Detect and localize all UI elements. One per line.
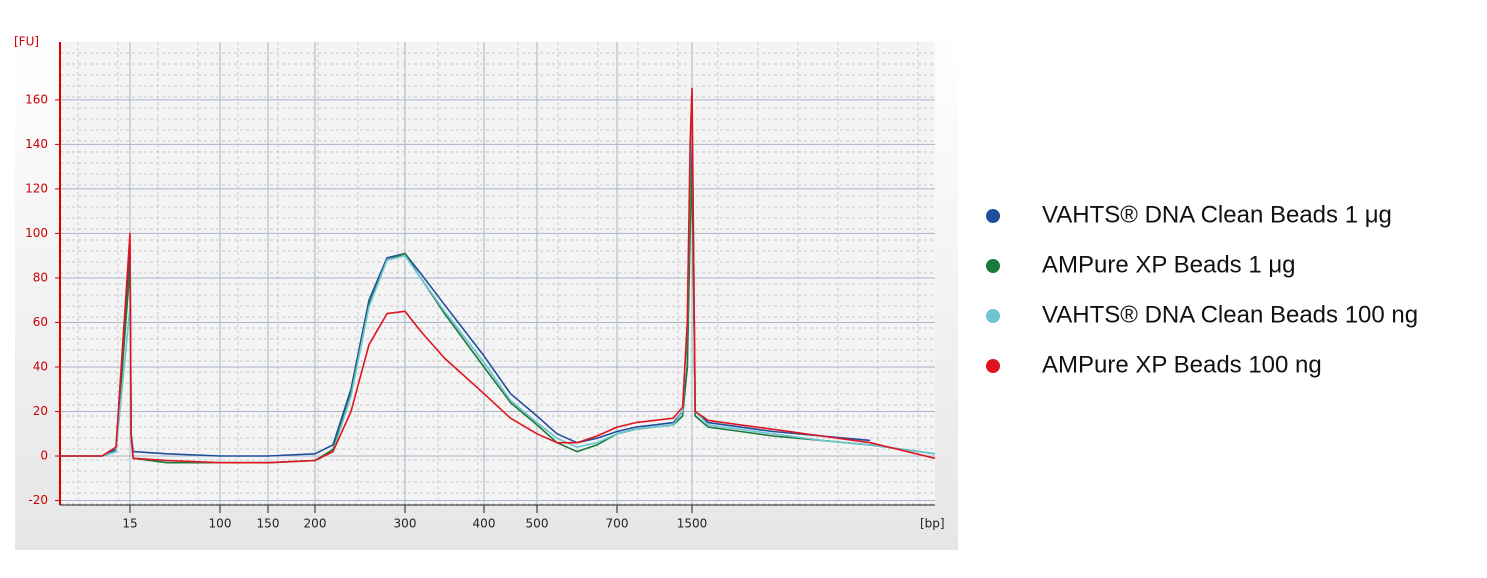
y-axis-label: [FU] [14, 35, 39, 49]
y-tick-label: 120 [25, 181, 48, 195]
y-tick-label: 80 [33, 270, 48, 284]
y-tick-label: 20 [33, 404, 48, 418]
x-tick-label: 15 [122, 517, 137, 531]
x-tick-label: 100 [209, 517, 232, 531]
y-tick-label: 160 [25, 92, 48, 106]
legend-marker [986, 359, 1000, 373]
y-tick-label: 140 [25, 137, 48, 151]
x-tick-label: 500 [526, 517, 549, 531]
legend-label: AMPure XP Beads 1 μg [1042, 251, 1296, 278]
x-tick-label: 700 [606, 517, 629, 531]
x-tick-label: 400 [473, 517, 496, 531]
x-axis-label: [bp] [920, 517, 945, 531]
y-tick-label: 40 [33, 359, 48, 373]
y-tick-label: -20 [28, 493, 48, 507]
y-tick-label: 100 [25, 226, 48, 240]
x-tick-label: 1500 [677, 517, 708, 531]
legend-label: AMPure XP Beads 100 ng [1042, 351, 1322, 378]
x-tick-label: 150 [257, 517, 280, 531]
legend-marker [986, 309, 1000, 323]
y-tick-label: 60 [33, 315, 48, 329]
legend-marker [986, 259, 1000, 273]
plot-area [60, 42, 935, 505]
x-tick-label: 300 [394, 517, 417, 531]
series-line [60, 87, 936, 464]
legend-label: VAHTS® DNA Clean Beads 1 μg [1042, 201, 1392, 228]
legend-label: VAHTS® DNA Clean Beads 100 ng [1042, 301, 1418, 328]
legend-marker [986, 209, 1000, 223]
x-tick-label: 200 [304, 517, 327, 531]
y-tick-label: 0 [40, 449, 48, 463]
